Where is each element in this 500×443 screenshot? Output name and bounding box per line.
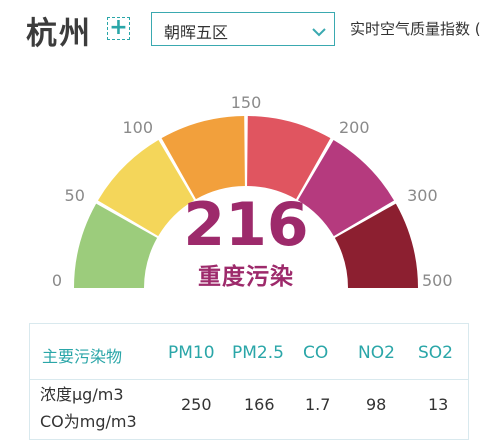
gauge-segment-unhealthy — [247, 116, 331, 200]
gauge-tick-label: 50 — [65, 186, 85, 205]
column-co: CO — [303, 343, 329, 363]
pollutant-header-row: 主要污染物 PM10 PM2.5 CO NO2 SO2 — [30, 324, 468, 380]
gauge-tick-label: 500 — [422, 271, 453, 290]
gauge-tick-label: 150 — [231, 93, 262, 112]
gauge-tick-label: 300 — [407, 186, 438, 205]
gauge-tick-label: 0 — [52, 271, 62, 290]
value-no2: 98 — [366, 395, 387, 414]
aqi-gauge: 0 50 100 150 200 300 500 — [52, 93, 453, 290]
gauge-segment-sensitive — [161, 116, 245, 200]
value-pm25: 166 — [244, 395, 275, 414]
gauge-segment-very-unhealthy — [297, 139, 395, 237]
column-pm10: PM10 — [168, 343, 215, 363]
value-co: 1.7 — [305, 395, 331, 414]
column-pm25: PM2.5 — [232, 343, 284, 363]
station-select[interactable]: 朝晖五区 — [151, 12, 335, 46]
aqi-level: 重度污染 — [198, 264, 294, 290]
column-so2: SO2 — [418, 343, 453, 363]
aqi-caption: 实时空气质量指数 ( — [350, 20, 481, 38]
gauge-tick-label: 200 — [339, 118, 370, 137]
header: 杭州 + 朝晖五区 实时空气质量指数 ( — [0, 0, 500, 60]
column-no2: NO2 — [358, 343, 395, 363]
gauge-segment-good — [74, 203, 158, 288]
gauge-tick-label: 100 — [122, 118, 153, 137]
add-city-button[interactable]: + — [107, 17, 130, 40]
co-unit-label: CO为mg/m3 — [40, 412, 137, 431]
station-select-value: 朝晖五区 — [164, 23, 229, 42]
gauge-segment-hazardous — [334, 203, 418, 288]
plus-icon: + — [109, 15, 128, 40]
aqi-value: 216 — [183, 190, 309, 260]
city-name: 杭州 — [26, 16, 92, 52]
value-pm10: 250 — [181, 395, 212, 414]
concentration-unit-label: 浓度μg/m3 — [40, 385, 124, 404]
pollutant-table: 主要污染物 PM10 PM2.5 CO NO2 SO2 浓度μg/m3 CO为m… — [29, 323, 469, 440]
main-pollutant-label: 主要污染物 — [42, 347, 123, 366]
value-so2: 13 — [428, 395, 449, 414]
chevron-down-icon — [312, 22, 326, 41]
gauge-segment-moderate — [97, 139, 195, 237]
